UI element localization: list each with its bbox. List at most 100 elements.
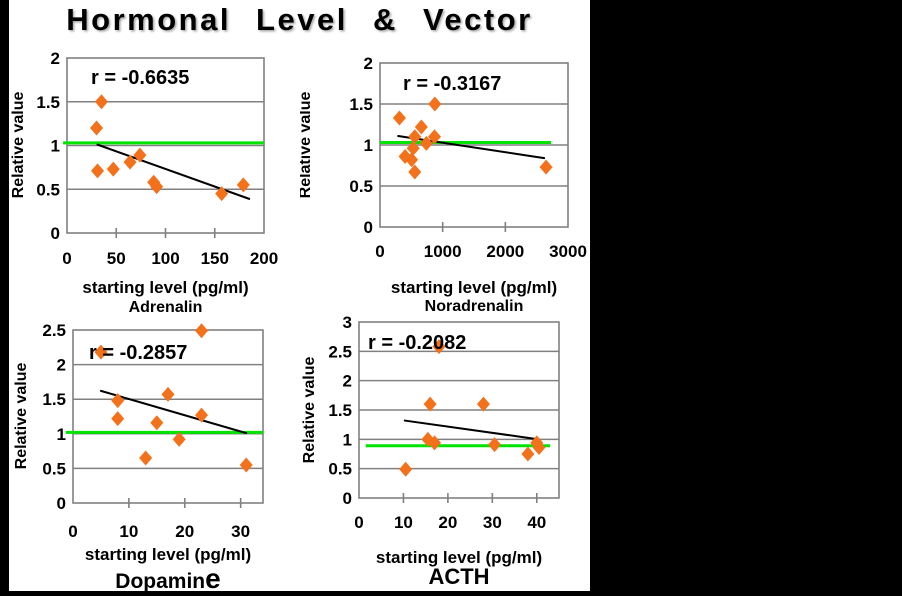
scatter-point bbox=[405, 152, 419, 168]
trend-line bbox=[397, 134, 546, 160]
scatter-point bbox=[215, 186, 229, 202]
scatter-point bbox=[476, 396, 490, 412]
scatter-point bbox=[195, 407, 209, 423]
scatter-point bbox=[414, 119, 428, 135]
y-axis-title: Relative value bbox=[13, 363, 30, 470]
y-tick-label: 1 bbox=[51, 137, 60, 156]
trend-line bbox=[403, 419, 540, 441]
x-tick-label: 0 bbox=[354, 513, 363, 532]
x-tick-label: 20 bbox=[438, 513, 457, 532]
figure-panel: Hormonal Level & Vector r = -0.6635 0 0.5 1… bbox=[9, 0, 590, 591]
scatter-point bbox=[139, 450, 153, 466]
plot-border bbox=[72, 329, 264, 504]
scatter-point bbox=[406, 140, 420, 156]
scatter-point bbox=[111, 411, 125, 427]
x-tick-label: 10 bbox=[119, 522, 138, 541]
scatter-point bbox=[532, 440, 546, 456]
scatter-point bbox=[521, 446, 535, 462]
x-tick-label: 0 bbox=[375, 242, 384, 261]
scatter-point bbox=[195, 323, 209, 339]
x-axis-title: starting level (pg/ml) bbox=[85, 545, 251, 564]
x-tick-label: 20 bbox=[175, 522, 194, 541]
scatter-point bbox=[94, 344, 108, 360]
y-tick-label: 0.5 bbox=[328, 460, 352, 479]
y-tick-label: 1 bbox=[57, 425, 66, 444]
x-tick-label: 3000 bbox=[549, 242, 587, 261]
scatter-point bbox=[161, 386, 175, 402]
x-tick-label: 40 bbox=[527, 513, 546, 532]
y-axis-title: Relative value bbox=[301, 357, 318, 464]
x-tick-label: 100 bbox=[151, 249, 179, 268]
x-tick-label: 0 bbox=[68, 522, 77, 541]
y-tick-label: 1.5 bbox=[42, 390, 66, 409]
chart-caption: Dopamine bbox=[115, 563, 220, 591]
scatter-point bbox=[428, 129, 442, 145]
x-tick-label: 1000 bbox=[424, 242, 462, 261]
y-tick-label: 1.5 bbox=[36, 93, 60, 112]
x-tick-label: 2000 bbox=[486, 242, 524, 261]
x-axis-title: starting level (pg/ml) bbox=[391, 278, 557, 297]
scatter-point bbox=[94, 94, 108, 110]
y-tick-label: 0 bbox=[51, 224, 60, 243]
chart-adrenalin: r = -0.6635 0 0.5 1 1.5 2 0 50 100 150 200starting… bbox=[10, 49, 278, 316]
scatter-point bbox=[111, 393, 125, 409]
y-tick-label: 2 bbox=[57, 356, 66, 375]
y-tick-label: 0 bbox=[364, 218, 373, 237]
scatter-point bbox=[172, 431, 186, 447]
scatter-point bbox=[90, 120, 104, 136]
x-tick-label: 50 bbox=[107, 249, 126, 268]
y-tick-label: 0 bbox=[343, 489, 352, 508]
y-tick-label: 2.5 bbox=[328, 342, 352, 361]
scatter-point bbox=[419, 135, 433, 151]
plot-border bbox=[379, 62, 569, 228]
r-label: r = -0.2082 bbox=[368, 332, 466, 354]
y-tick-label: 1 bbox=[343, 430, 352, 449]
x-tick-label: 0 bbox=[62, 249, 71, 268]
x-tick-label: 150 bbox=[201, 249, 229, 268]
y-tick-label: 3 bbox=[343, 316, 352, 332]
y-tick-label: 1.5 bbox=[328, 401, 352, 420]
chart-caption: Adrenalin bbox=[129, 299, 203, 316]
y-axis-title: Relative value bbox=[10, 92, 27, 199]
scatter-point bbox=[432, 339, 446, 355]
scatter-point bbox=[150, 415, 164, 431]
trend-line bbox=[96, 143, 251, 200]
y-tick-label: 0.5 bbox=[42, 459, 66, 478]
x-axis-title: starting level (pg/ml) bbox=[376, 548, 542, 567]
trend-line bbox=[99, 389, 248, 435]
figure-title: Hormonal Level & Vector bbox=[66, 2, 533, 37]
scatter-point bbox=[123, 154, 137, 170]
y-axis-title: Relative value bbox=[300, 92, 314, 199]
scatter-point bbox=[488, 437, 502, 453]
chart-caption: ACTH bbox=[428, 564, 489, 589]
scatter-point bbox=[428, 435, 442, 451]
chart-caption: Noradrenalin bbox=[425, 298, 524, 315]
y-tick-label: 0.5 bbox=[349, 177, 373, 196]
x-tick-label: 200 bbox=[250, 249, 278, 268]
r-label: r = -0.3167 bbox=[403, 73, 501, 95]
y-tick-label: 2.5 bbox=[42, 321, 66, 340]
scatter-point bbox=[408, 129, 422, 145]
x-tick-label: 30 bbox=[231, 522, 250, 541]
r-label: r = -0.6635 bbox=[91, 67, 189, 89]
scatter-point bbox=[428, 96, 442, 112]
x-tick-label: 10 bbox=[394, 513, 413, 532]
y-tick-label: 2 bbox=[51, 49, 60, 68]
y-tick-label: 0 bbox=[57, 494, 66, 513]
scatter-point bbox=[236, 177, 250, 193]
y-tick-label: 2 bbox=[343, 372, 352, 391]
y-tick-label: 1.5 bbox=[349, 95, 373, 114]
y-tick-label: 0.5 bbox=[36, 180, 60, 199]
scatter-point bbox=[239, 457, 253, 473]
scatter-point bbox=[91, 163, 105, 179]
x-axis-title: starting level (pg/ml) bbox=[82, 278, 248, 297]
chart-noradrenalin: r = -0.3167 0 0.5 1 1.5 2 0 1000 2000 3000 startin… bbox=[300, 54, 587, 315]
x-tick-label: 30 bbox=[483, 513, 502, 532]
scatter-point bbox=[392, 110, 406, 126]
r-label: r = -0.2857 bbox=[89, 342, 187, 364]
scatter-point bbox=[106, 161, 120, 177]
scatter-point bbox=[150, 179, 164, 195]
scatter-point bbox=[399, 461, 413, 477]
scatter-point bbox=[539, 159, 553, 175]
